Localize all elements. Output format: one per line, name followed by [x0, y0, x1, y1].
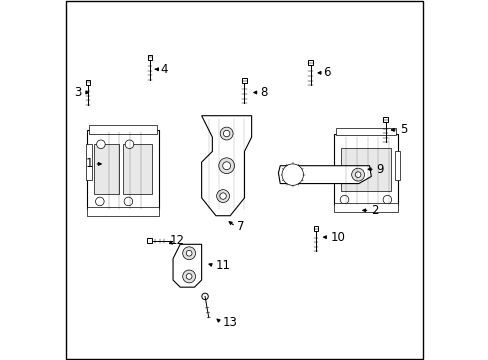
Circle shape [288, 171, 296, 178]
Circle shape [382, 195, 391, 204]
Polygon shape [173, 244, 201, 287]
Text: 7: 7 [237, 220, 244, 233]
Bar [383, 117, 387, 122]
Text: 1: 1 [85, 157, 93, 170]
Circle shape [218, 158, 234, 174]
Polygon shape [278, 166, 370, 184]
Text: 3: 3 [75, 86, 82, 99]
Bar [333, 203, 397, 212]
Circle shape [340, 195, 348, 204]
Text: 5: 5 [399, 123, 407, 136]
Bar [308, 60, 312, 65]
Circle shape [202, 293, 208, 300]
Bar [123, 144, 151, 194]
Text: 13: 13 [223, 316, 238, 329]
Circle shape [216, 190, 229, 203]
Bar [89, 125, 157, 134]
Bar [333, 134, 397, 205]
Circle shape [220, 127, 233, 140]
Circle shape [183, 270, 195, 283]
Bar [85, 144, 92, 180]
Circle shape [124, 197, 132, 206]
Bar [87, 207, 159, 216]
Text: 2: 2 [370, 204, 378, 217]
Text: 10: 10 [329, 231, 345, 244]
Circle shape [220, 193, 226, 199]
Text: 6: 6 [323, 66, 330, 79]
Bar [242, 78, 246, 83]
Text: 11: 11 [216, 259, 230, 272]
Circle shape [354, 172, 360, 177]
Circle shape [351, 168, 364, 181]
Text: 4: 4 [160, 63, 168, 76]
Text: 8: 8 [260, 86, 267, 99]
Circle shape [97, 140, 105, 149]
Circle shape [285, 167, 300, 183]
Polygon shape [201, 116, 251, 216]
Circle shape [222, 162, 230, 170]
Circle shape [186, 250, 192, 256]
Bar [147, 55, 152, 60]
Circle shape [282, 164, 303, 185]
Circle shape [125, 140, 134, 149]
Text: 9: 9 [376, 163, 384, 176]
Circle shape [223, 130, 229, 137]
Circle shape [95, 197, 104, 206]
Bar [86, 80, 90, 85]
Bar [340, 148, 390, 191]
Text: 12: 12 [169, 234, 184, 247]
Bar [394, 152, 400, 180]
Bar [94, 144, 119, 194]
Bar [313, 226, 317, 231]
Circle shape [186, 274, 192, 279]
Circle shape [183, 247, 195, 260]
Bar [147, 238, 152, 243]
Bar [335, 128, 395, 135]
Bar [87, 130, 159, 208]
